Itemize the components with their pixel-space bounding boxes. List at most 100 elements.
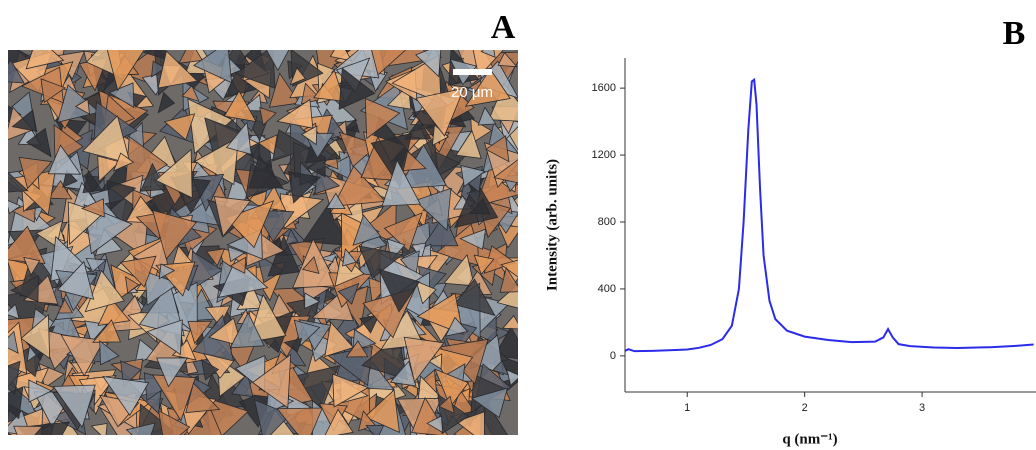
texture (414, 187, 452, 232)
texture (85, 257, 107, 273)
y-tick-label: 1600 (592, 82, 616, 94)
texture (103, 211, 149, 258)
texture (284, 228, 299, 246)
texture (92, 319, 121, 343)
texture (443, 254, 475, 287)
texture (324, 408, 354, 435)
texture (345, 340, 369, 358)
y-tick-label: 800 (598, 216, 616, 228)
texture (506, 369, 518, 387)
texture (25, 50, 65, 70)
texture (26, 127, 52, 158)
texture (10, 275, 39, 303)
texture (152, 209, 197, 260)
texture (453, 278, 496, 317)
texture (288, 171, 322, 204)
texture (464, 68, 511, 107)
texture (234, 50, 276, 89)
texture (289, 67, 306, 86)
texture (125, 422, 156, 435)
texture (20, 313, 51, 360)
texture (341, 247, 357, 267)
micrograph (8, 50, 518, 435)
texture (325, 155, 351, 180)
x-axis-title: q (nm⁻¹) (782, 431, 837, 447)
texture (455, 411, 485, 435)
texture (119, 255, 157, 288)
texture (444, 316, 469, 337)
texture (82, 169, 103, 194)
texture (365, 424, 385, 435)
texture (415, 280, 437, 305)
texture (252, 353, 292, 409)
data-line (625, 77, 1034, 353)
texture (40, 78, 67, 104)
texture (13, 425, 44, 435)
texture (383, 212, 423, 253)
texture (204, 305, 231, 328)
texture (460, 164, 486, 188)
texture (492, 360, 510, 376)
texture (268, 72, 301, 108)
texture (459, 228, 487, 250)
texture (106, 180, 137, 211)
texture (253, 399, 291, 435)
texture (256, 253, 285, 284)
texture (247, 293, 287, 343)
texture (106, 50, 145, 92)
texture (229, 256, 247, 274)
texture (8, 303, 20, 320)
texture (485, 135, 510, 163)
texture (56, 260, 95, 300)
texture (352, 214, 382, 246)
texture (230, 372, 254, 398)
texture (364, 97, 401, 140)
texture (124, 276, 140, 294)
texture (143, 50, 169, 61)
texture (307, 155, 326, 178)
texture (28, 379, 53, 403)
texture (208, 317, 243, 347)
texture (427, 353, 443, 370)
x-tick-label: 3 (919, 402, 925, 414)
texture (84, 320, 108, 344)
texture (47, 180, 73, 200)
texture (248, 154, 284, 189)
texture (359, 314, 380, 334)
texture (338, 67, 376, 111)
texture (283, 338, 303, 353)
texture (329, 50, 353, 62)
texture (455, 129, 482, 159)
texture (8, 386, 24, 420)
texture (227, 246, 246, 263)
y-tick-label: 0 (610, 350, 616, 362)
panel-label: A (491, 9, 516, 46)
texture (468, 198, 491, 215)
texture (480, 50, 496, 58)
texture (57, 298, 74, 314)
texture (97, 155, 121, 183)
texture (8, 360, 21, 396)
texture (157, 50, 199, 89)
texture (187, 320, 213, 345)
texture (97, 297, 131, 327)
y-axis-title: Intensity (arb. units) (544, 159, 560, 291)
texture (213, 196, 252, 238)
texture (381, 159, 421, 207)
texture (313, 69, 346, 102)
texture (8, 171, 29, 193)
texture (178, 50, 203, 64)
texture (8, 225, 46, 264)
texture (259, 106, 277, 126)
texture (257, 134, 278, 155)
texture (163, 113, 196, 141)
texture (501, 315, 518, 330)
texture (185, 382, 221, 414)
texture (415, 87, 465, 137)
texture (473, 254, 495, 276)
texture (84, 269, 125, 313)
texture (62, 169, 78, 188)
texture (304, 292, 321, 310)
texture (434, 368, 469, 408)
